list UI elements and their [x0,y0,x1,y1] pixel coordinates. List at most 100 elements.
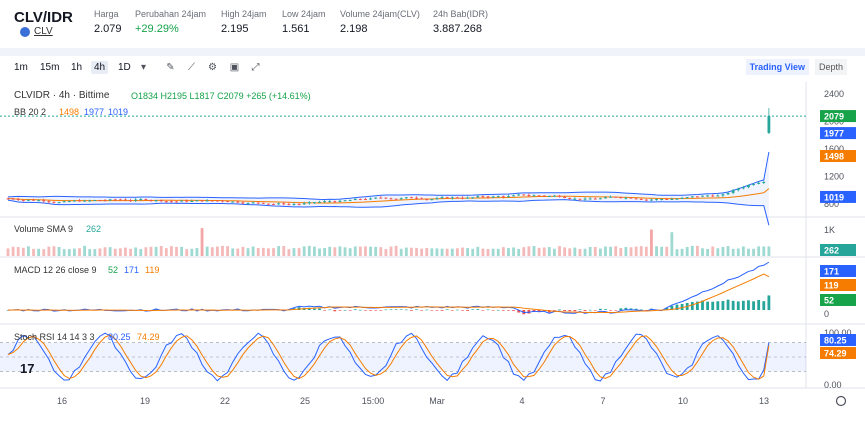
candle-body [302,203,306,205]
volume-bar [72,248,76,256]
volume-bar [512,247,515,256]
price-tag-bg [820,127,856,140]
volume-bar [726,246,730,256]
candle-body [757,182,761,184]
macd-hist-bar [588,309,592,311]
volume-bar [517,248,521,256]
volume-bar [231,248,235,256]
depth-button[interactable]: Depth [814,59,847,75]
coin-link[interactable]: CLV [20,26,53,37]
volume-bar [200,228,204,256]
timeframe-1d[interactable]: 1D [118,62,131,73]
macd-hist-bar [604,309,607,310]
volume-bar [113,248,117,256]
chart-canvas[interactable]: 240020001600120080020791977149810191K262… [0,82,865,417]
settings-gear-icon[interactable]: ⚙ [208,62,217,73]
candle-body [374,197,378,199]
volume-bar [52,246,56,256]
candle-body [486,196,490,198]
volume-bar [701,248,704,256]
macd-hist-bar [517,310,521,313]
candle-body [159,200,163,202]
volume-bar [302,246,306,256]
candle-body [47,201,51,203]
draw-pencil-icon[interactable]: ✎ [166,62,175,73]
legend-symbol: CLVIDR · 4h · Bittime [14,90,110,101]
candle-body [619,197,623,199]
chart-area[interactable]: 240020001600120080020791977149810191K262… [0,82,865,417]
volume-bar [644,246,648,256]
candle-body [389,198,393,200]
macd-signal-line [7,273,770,314]
volume-bar [706,249,710,256]
candle-body [328,201,332,203]
candle-body [690,196,694,198]
volume-bar [537,247,541,256]
volume-bar [195,248,199,256]
candle-body [512,195,515,197]
timeframe-15m[interactable]: 15m [40,62,60,73]
timeframe-4h[interactable]: 4h [91,61,109,74]
volume-bar [175,246,178,256]
timeframe-1m[interactable]: 1m [14,62,28,73]
candle-body [195,200,199,202]
save-icon[interactable]: ▣ [229,62,240,73]
volume-bar [93,249,97,256]
macd-hist-bar [634,308,638,310]
candle-body [568,198,572,200]
coin-link-label[interactable]: CLV [34,26,53,37]
candle-body [57,202,61,204]
volume-bar [323,248,327,256]
macd-hist-bar [374,310,378,311]
macd-hist-bar [747,300,750,310]
candle-body [78,200,81,202]
candle-body [261,202,265,204]
candle-body [67,201,71,203]
legend-bb-lower: 1019 [108,107,129,117]
volume-bar [558,246,561,256]
macd-hist-bar [410,310,413,311]
macd-hist-bar [501,310,505,311]
macd-hist-bar [404,309,408,311]
candle-body [706,195,710,197]
candle-body [215,200,219,202]
volume-bar [292,248,296,256]
chevron-down-icon[interactable]: ▾ [140,62,147,73]
candle-body [435,198,439,200]
volume-bar [144,247,148,256]
volume-bar [272,248,275,256]
macd-hist-bar [358,309,362,311]
volume-bar [215,246,219,256]
legend-bb: BB 20 2 [14,107,47,117]
volume-bar [660,246,664,256]
candle-body [614,196,618,198]
time-axis: 16 19 22 25 15:00 Mar 4 7 10 13 17 [20,361,847,407]
coin-logo-icon [20,26,30,37]
macd-hist-bar [644,310,648,311]
candle-body [491,196,495,198]
candle-body [588,198,592,200]
volume-bar [399,248,403,256]
volume-bar [267,248,270,256]
volume-bar [741,246,745,256]
fullscreen-icon[interactable]: ⤢ [251,62,260,73]
stat-idr-volume: 24h Bab(IDR) 3.887.268 [433,9,489,35]
legend-bb-upper: 1977 [84,107,105,117]
legend-volume: Volume SMA 9 [14,224,74,234]
macd-hist-bar [491,310,495,311]
volume-bar [542,247,546,256]
trading-view-button[interactable]: Trading View [745,59,809,75]
candle-body [200,200,204,202]
volume-bar [129,248,132,256]
macd-hist-bar [716,301,720,310]
candle-body [348,200,352,202]
macd-hist-bar [343,309,347,311]
timeframe-1h[interactable]: 1h [71,62,83,73]
volume-bar [609,246,612,256]
legend-stoch-k: 80.25 [108,332,131,342]
volume-bar [450,248,454,256]
macd-hist-bar [297,307,301,310]
indicator-icon[interactable]: ⟋ [188,62,195,73]
price-tag: 1019 [824,192,844,202]
macd-tag: 171 [824,267,839,277]
